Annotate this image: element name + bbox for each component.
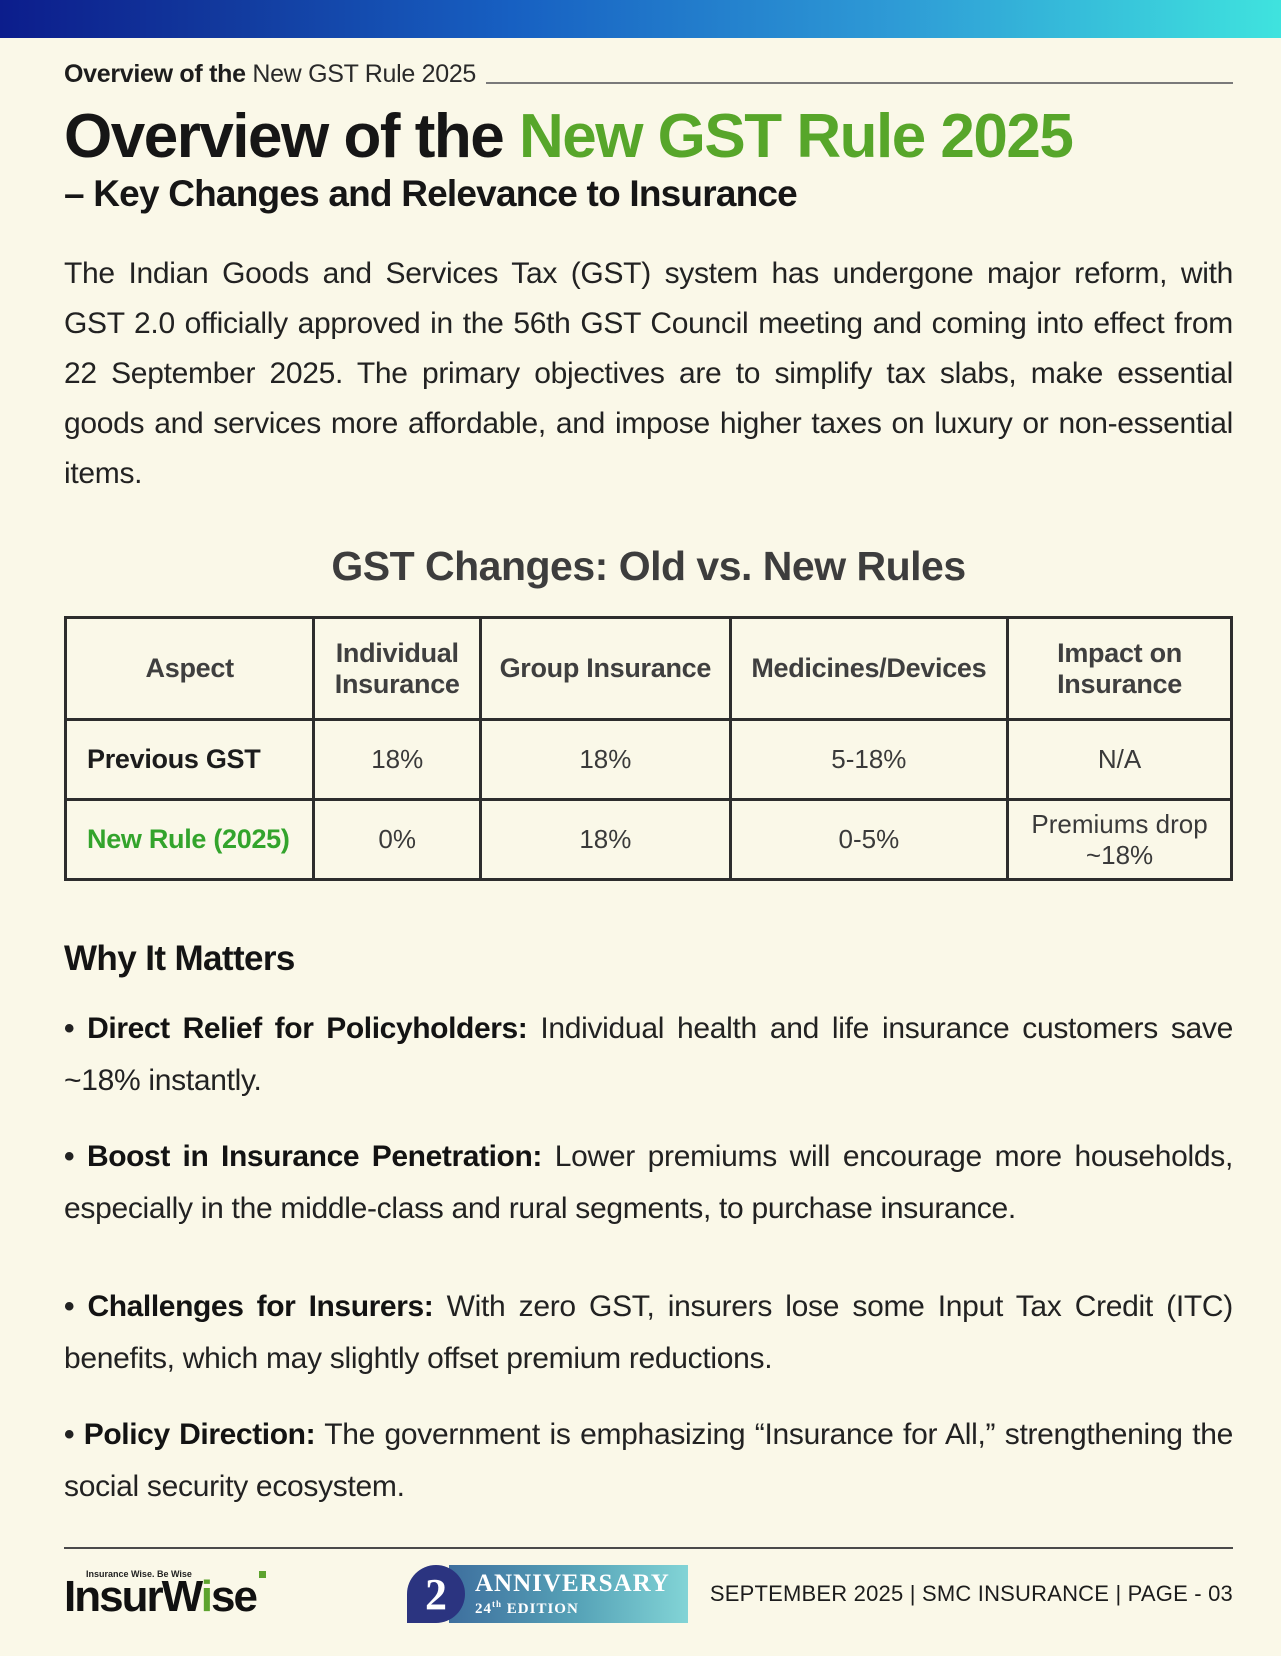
running-header-bold: Overview of the xyxy=(64,60,246,88)
logo-part-i-green: i xyxy=(200,1571,213,1621)
bullet-policy-direction: Policy Direction: The government is emph… xyxy=(64,1409,1233,1513)
edition-label: 24th EDITION xyxy=(475,1599,670,1618)
col-header-individual-insurance: Individual Insurance xyxy=(312,616,483,722)
cell-new-individual: 0% xyxy=(312,798,483,882)
running-header-regular: New GST Rule 2025 xyxy=(245,60,477,88)
cell-new-medicines: 0-5% xyxy=(728,798,1010,882)
table-title: GST Changes: Old vs. New Rules xyxy=(331,543,966,590)
bullet-boost-penetration: Boost in Insurance Penetration: Lower pr… xyxy=(64,1131,1233,1235)
running-header-rule xyxy=(486,82,1233,84)
insurwise-tagline-text: Insurance Wise. Be Wise xyxy=(86,1568,192,1579)
bullet-direct-relief-text: Individual health and life insurance cus… xyxy=(64,1012,1233,1098)
running-header: Overview of the New GST Rule 2025 xyxy=(64,60,1233,89)
bullet-policy-direction-text: The government is emphasizing “Insurance… xyxy=(64,1418,1233,1504)
logo-part-se: se xyxy=(210,1571,258,1621)
page-content: Overview of the New GST Rule 2025 Overvi… xyxy=(0,60,1281,1513)
bullet-boost-penetration-lead: Boost in Insurance Penetration: xyxy=(86,1140,542,1174)
anniversary-number-icon: 2 xyxy=(407,1565,465,1624)
cell-new-group: 18% xyxy=(479,798,732,882)
table-row-new-rule: New Rule (2025) 0% 18% 0-5% Premiums dro… xyxy=(63,798,1233,882)
cell-previous-impact: N/A xyxy=(1006,718,1233,802)
page-title: Overview of the New GST Rule 2025 xyxy=(64,102,1233,171)
bullet-challenges-lead: Challenges for Insurers: xyxy=(87,1290,434,1324)
cell-previous-medicines: 5-18% xyxy=(728,718,1010,802)
intro-paragraph: The Indian Goods and Services Tax (GST) … xyxy=(64,257,1233,491)
cell-previous-individual: 18% xyxy=(312,718,483,802)
col-header-medicines-devices: Medicines/Devices xyxy=(728,616,1010,722)
insurwise-wordmark: InsurWise xyxy=(64,1571,266,1621)
table-header-row: Aspect Individual Insurance Group Insura… xyxy=(63,616,1233,722)
logo-part-insur: Insur xyxy=(64,1571,164,1621)
anniversary-badge: 2 ANNIVERSARY 24th EDITION xyxy=(407,1565,688,1624)
edition-superscript: th xyxy=(492,1599,503,1610)
bullet-policy-direction-lead: Policy Direction: xyxy=(83,1418,316,1452)
cell-previous-group: 18% xyxy=(479,718,732,802)
insurwise-tagline: Insurance Wise. Be Wise xyxy=(86,1568,266,1579)
row-label-new-rule: New Rule (2025) xyxy=(63,798,316,882)
row-label-previous-gst: Previous GST xyxy=(63,718,316,802)
page-info: SEPTEMBER 2025 | SMC INSURANCE | PAGE - … xyxy=(709,1581,1233,1607)
edition-number: 24 xyxy=(475,1601,492,1618)
bullet-direct-relief-lead: Direct Relief for Policyholders: xyxy=(87,1012,528,1046)
edition-word: EDITION xyxy=(502,1601,579,1618)
top-gradient-bar xyxy=(0,0,1281,38)
insurwise-logo: Insurance Wise. Be Wise InsurWise xyxy=(64,1568,266,1621)
anniversary-label: ANNIVERSARY xyxy=(475,1570,670,1598)
cell-new-impact: Premiums drop ~18% xyxy=(1006,798,1233,882)
anniversary-ribbon: ANNIVERSARY 24th EDITION xyxy=(449,1565,688,1624)
col-header-group-insurance: Group Insurance xyxy=(479,616,732,722)
gst-comparison-table: Aspect Individual Insurance Group Insura… xyxy=(63,616,1233,882)
bullet-boost-penetration-text: Lower premiums will encourage more house… xyxy=(64,1140,1233,1226)
col-header-impact: Impact on Insurance xyxy=(1006,616,1233,722)
page-title-black: Overview of the xyxy=(64,102,519,171)
page-title-green: New GST Rule 2025 xyxy=(518,102,1074,171)
bullet-challenges-text: With zero GST, insurers lose some Input … xyxy=(64,1290,1233,1376)
logo-part-w: W xyxy=(161,1571,203,1621)
bullet-direct-relief: Direct Relief for Policyholders: Individ… xyxy=(64,1003,1233,1107)
col-header-aspect: Aspect xyxy=(63,616,316,722)
green-square-icon xyxy=(258,1570,266,1578)
table-row-previous-gst: Previous GST 18% 18% 5-18% N/A xyxy=(63,718,1233,802)
page-subtitle: – Key Changes and Relevance to Insurance xyxy=(64,173,798,215)
page-footer: Insurance Wise. Be Wise InsurWise 2 ANNI… xyxy=(64,1547,1233,1624)
why-it-matters-heading: Why It Matters xyxy=(64,939,295,979)
bullet-challenges: Challenges for Insurers: With zero GST, … xyxy=(64,1281,1233,1385)
